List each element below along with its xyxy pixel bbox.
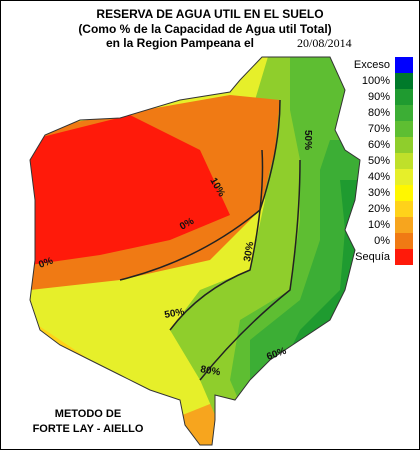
title-line: RESERVA DE AGUA UTIL EN EL SUELO	[96, 7, 323, 21]
legend-label: 70%	[368, 123, 390, 135]
title-line: en la Region Pampeana el	[106, 36, 254, 50]
legend-label: 100%	[362, 75, 390, 87]
legend-swatch	[395, 57, 413, 73]
contour	[199, 159, 301, 381]
legend-label: 90%	[368, 91, 390, 103]
region-outline	[29, 56, 361, 446]
legend-label: 50%	[368, 155, 390, 167]
legend-label: Exceso	[354, 59, 390, 71]
contour-label: 50%	[302, 130, 313, 150]
contour-label: 0%	[37, 256, 54, 271]
legend-label: 10%	[368, 219, 390, 231]
legend-swatch	[395, 233, 413, 249]
legend-swatch	[395, 249, 413, 265]
contour-label: 80%	[199, 364, 221, 378]
method-text: METODO DE	[55, 408, 121, 420]
legend-label: 0%	[374, 235, 390, 247]
legend-swatch	[395, 89, 413, 105]
legend-swatch	[395, 137, 413, 153]
legend-swatch	[395, 217, 413, 233]
legend-swatch	[395, 201, 413, 217]
legend-label: 80%	[368, 107, 390, 119]
title-line: (Como % de la Capacidad de Agua util Tot…	[78, 22, 331, 36]
legend-swatch	[395, 169, 413, 185]
legend-label: Sequía	[355, 251, 391, 263]
contour	[169, 149, 264, 331]
legend-swatch	[395, 105, 413, 121]
legend-swatch	[395, 153, 413, 169]
legend-label: 40%	[368, 171, 390, 183]
legend-label: 60%	[368, 139, 390, 151]
contour-label: 30%	[242, 241, 256, 263]
legend-label: 20%	[368, 203, 390, 215]
legend-swatch	[395, 185, 413, 201]
legend-swatch	[395, 73, 413, 89]
legend-label: 30%	[368, 187, 390, 199]
legend-swatch	[395, 121, 413, 137]
title-date: 20/08/2014	[297, 36, 352, 50]
contour-label: 50%	[164, 307, 186, 321]
method-text: FORTE LAY - AIELLO	[33, 423, 144, 435]
